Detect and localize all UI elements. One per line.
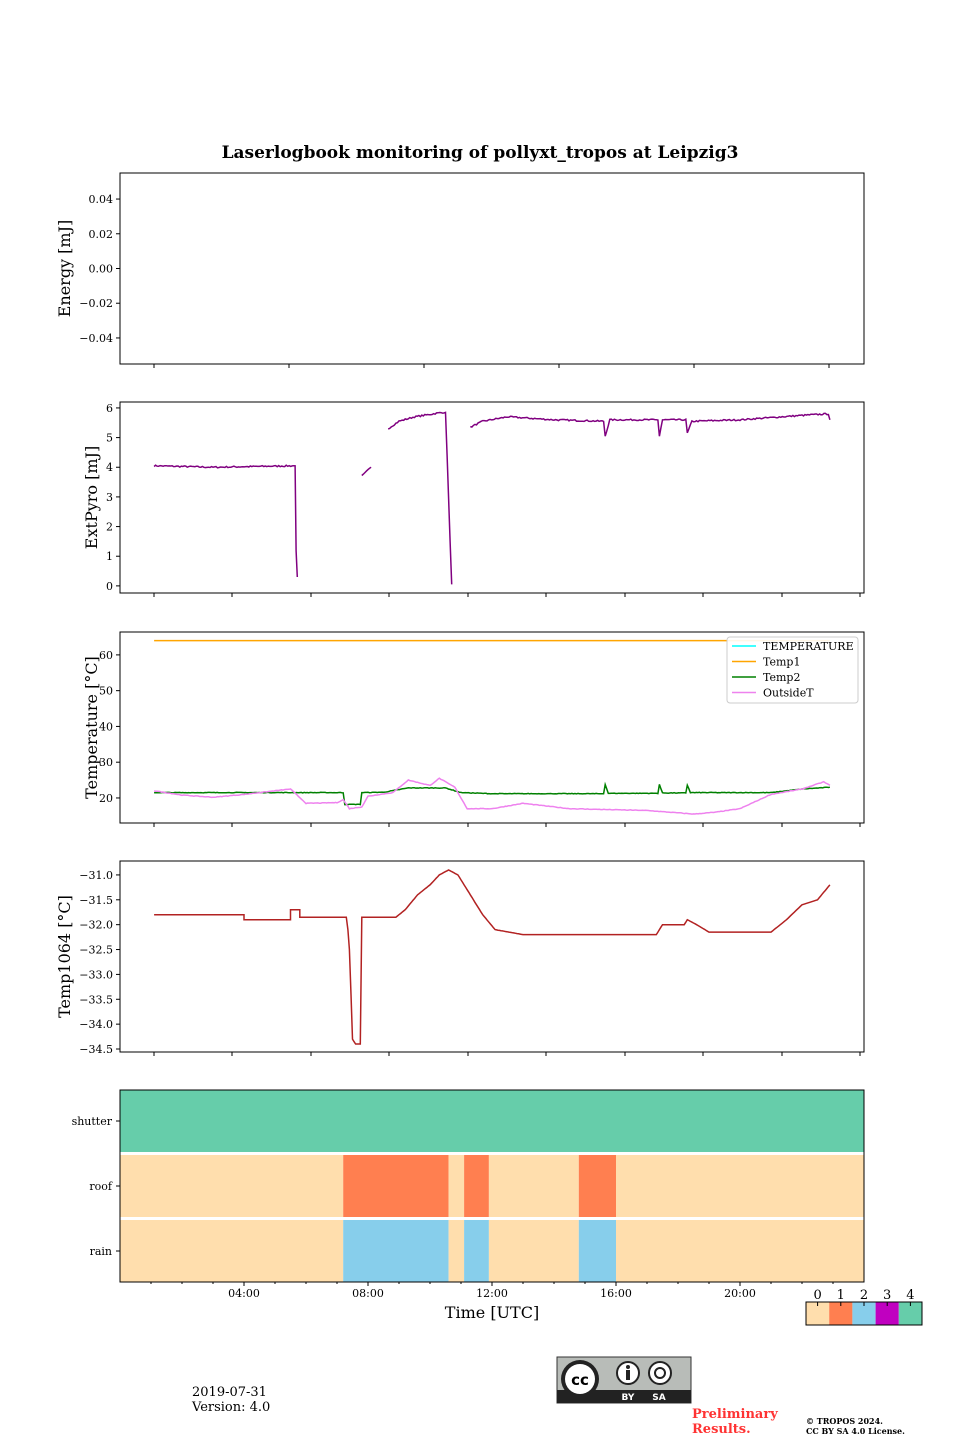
status-cell-roof [616,1155,864,1217]
row-label-rain: rain [90,1245,112,1258]
y-axis-label: Temperature [°C] [82,656,101,799]
y-tick-label: 4 [106,461,113,474]
status-cell-shutter [120,1090,864,1152]
y-tick-label: 30 [99,756,113,769]
y-tick-label: −32.5 [79,944,113,957]
x-axis-label: Time [UTC] [445,1303,539,1322]
colorbar-label: 3 [883,1288,891,1303]
x-tick-label: 12:00 [476,1287,508,1300]
colorbar-swatch [829,1302,853,1325]
legend-entry: TEMPERATURE [763,640,854,653]
axes-frame [119,401,865,594]
row-label-roof: roof [89,1180,113,1193]
y-tick-label: −33.5 [79,993,113,1006]
x-tick-label: 08:00 [352,1287,384,1300]
status-cell-rain [616,1220,864,1282]
series-line-outsidet [154,777,831,815]
y-tick-label: 50 [99,685,113,698]
cc-license-badge: cc BY SA [556,1356,692,1404]
y-tick-label: −33.0 [79,968,113,981]
axes-frame [119,860,865,1053]
colorbar-swatch [806,1302,830,1325]
svg-text:cc: cc [571,1371,589,1389]
preliminary-line2: Results. [692,1422,751,1437]
colorbar-label: 0 [813,1288,821,1303]
colorbar-label: 2 [860,1288,868,1303]
status-cell-rain [464,1220,489,1282]
y-tick-label: 5 [106,432,113,445]
y-axis-label: ExtPyro [mJ] [82,446,101,549]
colorbar-swatch [875,1302,899,1325]
y-tick-label: −0.02 [79,297,113,310]
y-tick-label: −34.0 [79,1018,113,1031]
legend-entry: OutsideT [763,687,814,700]
series-line-extpyro [153,464,299,578]
y-axis-label: Energy [mJ] [55,220,74,318]
series-line-extpyro [470,412,831,437]
status-cell-roof [488,1155,579,1217]
x-tick-label: 20:00 [724,1287,756,1300]
x-tick-label: 16:00 [600,1287,632,1300]
status-cell-rain [448,1220,465,1282]
colorbar-swatch [852,1302,876,1325]
status-cell-rain [578,1220,616,1282]
series-line-extpyro [361,466,372,477]
preliminary-line1: Preliminary [692,1407,778,1422]
status-cell-rain [488,1220,579,1282]
status-cell-rain [120,1220,344,1282]
axes-frame [119,631,865,824]
footer-version: Version: 4.0 [191,1400,270,1415]
svg-text:BY: BY [622,1393,635,1403]
status-cell-rain [343,1220,449,1282]
status-cell-roof [343,1155,449,1217]
panel-status: shutter roof rain 04:00 08:00 12:00 16:00 20:00… [72,1089,923,1326]
legend-entry: Temp2 [763,671,800,684]
colorbar-swatch [898,1302,922,1325]
y-axis-label: Temp1064 [°C] [55,895,74,1018]
panel-temp1064: −31.0 −31.5 −32.0 −32.5 −33.0 −33.5 −34.0 −34.5… [55,860,865,1056]
y-tick-label: 0.00 [89,263,114,276]
chart-title: Laserlogbook monitoring of pollyxt_tropo… [222,143,739,163]
svg-text:SA: SA [652,1393,665,1403]
y-tick-label: −31.5 [79,894,113,907]
y-tick-label: 0 [106,580,113,593]
status-cell-roof [464,1155,489,1217]
series-line-extpyro [387,411,453,585]
status-cell-roof [578,1155,616,1217]
series-line-temp1064 [154,869,831,1045]
panel-energy: 0.04 0.02 0.00 −0.02 −0.04 Energy [mJ] [55,172,865,368]
series-line-temp2 [154,781,831,806]
y-tick-label: −32.0 [79,919,113,932]
colorbar-label: 4 [906,1288,914,1303]
colorbar-label: 1 [837,1288,845,1303]
panel-extpyro: 0 1 2 3 4 5 6 ExtPyro [mJ] [82,401,865,597]
legend: TEMPERATURE Temp1 Temp2 OutsideT [726,636,859,704]
y-tick-label: 1 [106,550,113,563]
row-label-shutter: shutter [72,1115,113,1128]
status-cell-roof [448,1155,465,1217]
y-tick-label: 0.04 [89,193,114,206]
status-cell-roof [120,1155,344,1217]
copyright-line1: © TROPOS 2024. [806,1416,883,1426]
axes-frame [119,172,865,365]
y-tick-label: 3 [106,491,113,504]
y-tick-label: 60 [99,649,113,662]
x-tick-label: 04:00 [228,1287,260,1300]
y-tick-label: 0.02 [89,228,114,241]
legend-entry: Temp1 [763,656,800,669]
y-tick-label: −31.0 [79,869,113,882]
footer-date: 2019-07-31 [192,1385,267,1400]
y-tick-label: −0.04 [79,332,113,345]
copyright-line2: CC BY SA 4.0 License. [806,1426,905,1436]
y-tick-label: 6 [106,402,113,415]
y-tick-label: −34.5 [79,1043,113,1056]
y-tick-label: 40 [99,720,113,733]
y-tick-label: 20 [99,792,113,805]
y-tick-label: 2 [106,521,113,534]
